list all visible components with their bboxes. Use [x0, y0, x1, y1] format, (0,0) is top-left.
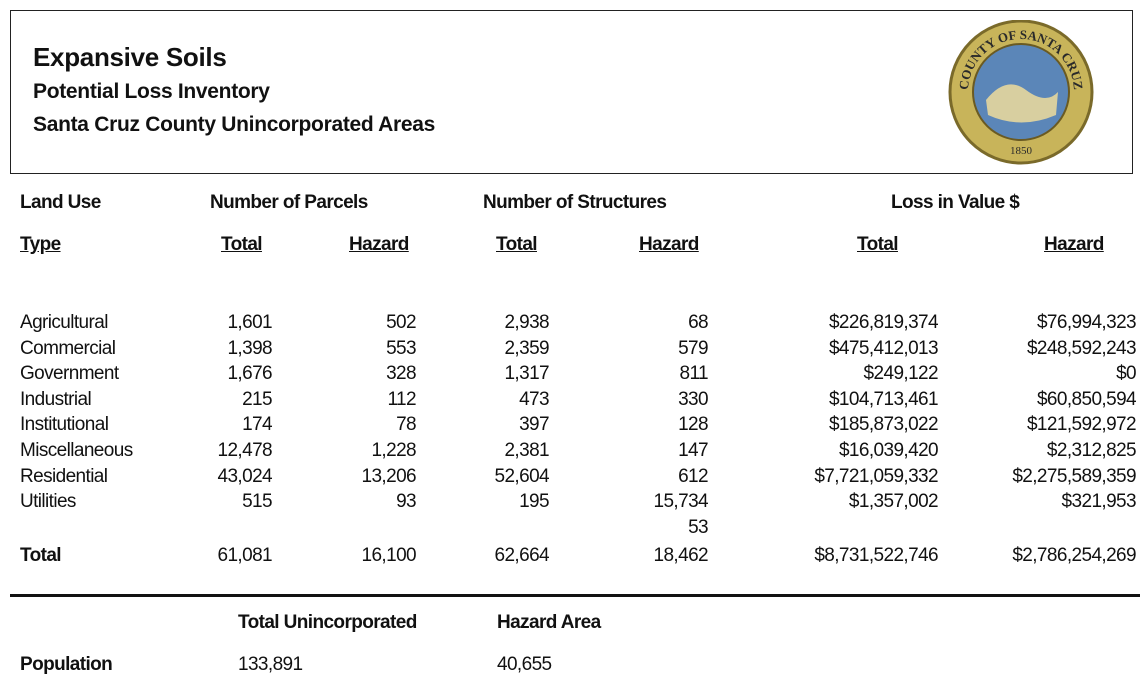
row-cell: 93	[396, 491, 417, 513]
row-cell: $2,275,589,359	[1012, 465, 1136, 487]
row-cell: 502	[386, 312, 417, 333]
row-cell: $248,592,243	[1026, 337, 1137, 359]
row-cell: 1,601	[227, 312, 272, 333]
row-cell: 515	[242, 491, 273, 513]
row-label: Utilities	[20, 491, 76, 513]
row-cell: 2,938	[504, 312, 549, 333]
row-cell: 68	[688, 312, 709, 333]
row-label: Government	[20, 363, 119, 385]
total-cell: 62,664	[494, 545, 549, 566]
row-cell: 128	[678, 414, 709, 436]
title: Expansive Soils	[33, 42, 227, 72]
row-label: Miscellaneous	[20, 440, 133, 461]
total-label: Total	[20, 545, 62, 566]
sub-header: Type	[20, 234, 61, 255]
row-cell: $1,357,002	[848, 491, 939, 513]
total-cell: $8,731,522,746	[814, 545, 938, 566]
row-cell: 147	[678, 440, 709, 461]
row-cell: 1,228	[371, 440, 416, 461]
row-cell: 13,206	[361, 465, 416, 487]
population-label: Population	[20, 654, 113, 675]
sub-header: Total	[496, 234, 538, 255]
row-cell: $226,819,374	[828, 312, 939, 333]
row-cell: 195	[519, 491, 550, 513]
row-cell: $104,713,461	[828, 388, 939, 410]
row-cell: $7,721,059,332	[814, 465, 938, 487]
row-label: Industrial	[20, 388, 92, 410]
subtitle: Potential Loss Inventory	[33, 80, 270, 103]
row-cell: $60,850,594	[1036, 388, 1137, 410]
population-value: 133,891	[238, 654, 303, 675]
group-header: Loss in Value $	[891, 192, 1020, 213]
population-value: 40,655	[497, 654, 552, 675]
row-cell: 174	[242, 414, 273, 436]
seal: COUNTY OF SANTA CRUZ 1850	[948, 20, 1094, 165]
row-cell: $16,039,420	[838, 440, 939, 461]
row-cell: 811	[679, 363, 709, 385]
row-cell: 2,381	[504, 440, 549, 461]
row-label: Commercial	[20, 337, 116, 359]
row-cell: $0	[1116, 363, 1137, 385]
group-header: Land Use	[20, 192, 101, 213]
row-cell: $185,873,022	[828, 414, 939, 436]
sub-header: Total	[221, 234, 263, 255]
row-cell: 553	[386, 337, 417, 359]
row-cell: 1,676	[227, 363, 272, 385]
divider	[10, 594, 1140, 597]
row-cell: 112	[387, 388, 417, 410]
row-cell: 43,024	[217, 465, 272, 487]
row-cell: 473	[519, 388, 550, 410]
row-cell: 1,398	[227, 337, 272, 359]
row-cell: $475,412,013	[828, 337, 939, 359]
header-box	[10, 10, 1133, 174]
seal-figure	[986, 84, 1058, 123]
row-cell: $2,312,825	[1046, 440, 1137, 461]
row-cell: $76,994,323	[1036, 312, 1137, 333]
row-cell: 215	[242, 388, 273, 410]
sub-header: Hazard	[639, 234, 699, 255]
row-cell: 15,734	[653, 491, 708, 513]
row-label: Institutional	[20, 414, 109, 436]
row-cell: 12,478	[217, 440, 272, 461]
row-cell: 612	[678, 465, 709, 487]
sub-header: Hazard	[1044, 234, 1104, 255]
group-header: Number of Parcels	[210, 192, 368, 213]
row-cell: 2,359	[504, 337, 549, 359]
wrapped-cell: 53	[688, 517, 709, 538]
total-cell: 16,100	[361, 545, 416, 566]
total-cell: 18,462	[653, 545, 708, 566]
total-cell: 61,081	[217, 545, 272, 566]
row-cell: 52,604	[494, 465, 549, 487]
row-cell: 397	[519, 414, 550, 436]
row-cell: $321,953	[1061, 491, 1137, 513]
row-cell: 579	[678, 337, 709, 359]
group-header: Number of Structures	[483, 192, 667, 213]
total-cell: $2,786,254,269	[1012, 545, 1136, 566]
row-cell: $249,122	[863, 363, 939, 385]
row-cell: 330	[678, 388, 709, 410]
seal-year: 1850	[1010, 145, 1033, 157]
row-cell: $121,592,972	[1026, 414, 1137, 436]
row-cell: 328	[386, 363, 417, 385]
row-label: Residential	[20, 465, 108, 487]
population-header: Total Unincorporated	[238, 612, 417, 633]
sub-header: Total	[857, 234, 899, 255]
area: Santa Cruz County Unincorporated Areas	[33, 113, 436, 136]
row-label: Agricultural	[20, 312, 108, 333]
row-cell: 78	[396, 414, 417, 436]
population-header: Hazard Area	[497, 612, 601, 633]
row-cell: 1,317	[504, 363, 549, 385]
sub-header: Hazard	[349, 234, 409, 255]
